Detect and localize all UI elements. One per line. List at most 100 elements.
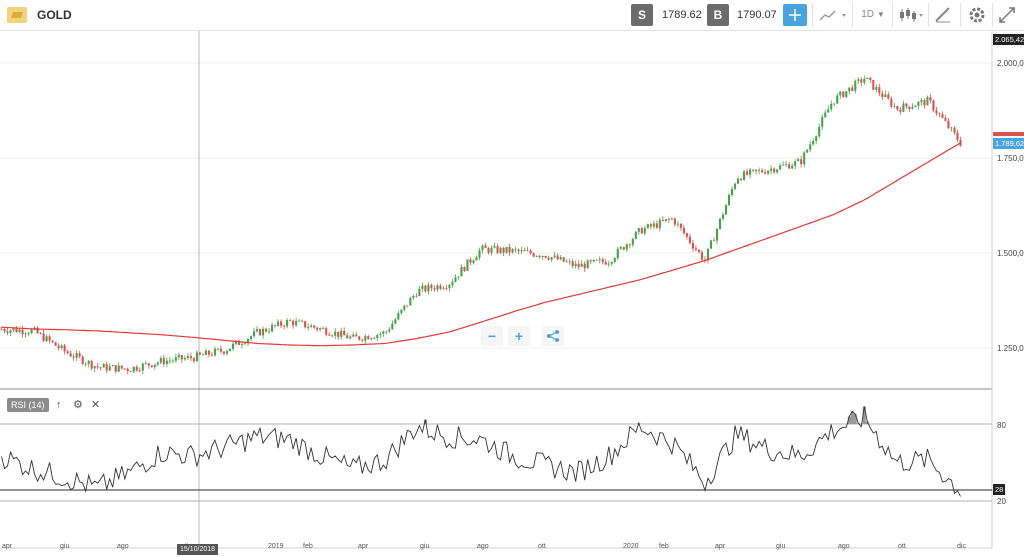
candles-button[interactable]	[896, 4, 926, 26]
candle	[337, 331, 340, 341]
candle	[875, 84, 878, 93]
high-price-badge	[993, 34, 1024, 45]
time-tick: giu	[420, 543, 429, 550]
candle	[643, 225, 646, 236]
candle	[114, 365, 117, 374]
candle	[352, 332, 355, 338]
candle	[776, 168, 779, 175]
candle	[292, 319, 295, 329]
candle	[505, 246, 508, 254]
candle	[448, 284, 451, 292]
candle	[376, 333, 379, 342]
candle	[923, 98, 926, 109]
rsi-upper-label: 80	[997, 421, 1006, 430]
candle	[920, 97, 923, 106]
fullscreen-button[interactable]	[996, 4, 1018, 26]
candle	[334, 328, 337, 340]
candle	[126, 367, 129, 375]
candle	[568, 258, 571, 265]
sell-button[interactable]: S	[631, 4, 653, 26]
time-tick: apr	[2, 543, 13, 550]
candle	[63, 343, 66, 355]
chart-type-button[interactable]	[816, 4, 850, 26]
candle	[183, 355, 186, 361]
draw-icon	[935, 7, 950, 23]
candle	[451, 279, 454, 288]
candle	[715, 227, 719, 245]
candle	[950, 126, 953, 132]
draw-button[interactable]	[932, 4, 954, 26]
candle	[499, 246, 502, 255]
candle	[812, 138, 815, 146]
share-button[interactable]	[542, 326, 564, 346]
candle	[24, 331, 27, 338]
moving-average-line	[1, 142, 961, 347]
candle	[544, 255, 547, 259]
time-tick: feb	[303, 543, 313, 550]
candle	[794, 159, 797, 170]
zoom-in-button[interactable]: +	[508, 326, 530, 346]
candle	[150, 365, 153, 368]
price-axis: 2.000,00 1.750,00 1.500,00 1.250,00 2.06…	[993, 34, 1024, 353]
candle	[712, 237, 716, 242]
candle	[917, 100, 920, 109]
candle	[328, 332, 331, 336]
candle	[670, 217, 673, 221]
crosshair-icon	[789, 9, 801, 21]
candle	[646, 223, 649, 229]
zoom-out-button[interactable]: −	[481, 326, 503, 346]
candle	[406, 305, 409, 308]
candle	[556, 253, 559, 260]
candle	[180, 354, 183, 364]
candle	[3, 327, 6, 334]
buy-button[interactable]: B	[707, 4, 729, 26]
candle	[733, 182, 737, 191]
candle	[340, 327, 343, 340]
candle	[271, 322, 274, 333]
candle	[373, 336, 376, 339]
candle	[667, 217, 670, 223]
close-icon[interactable]: ✕	[91, 399, 101, 411]
candle	[502, 246, 505, 257]
candle	[691, 239, 694, 253]
settings-button[interactable]	[966, 4, 988, 26]
time-tick: giu	[60, 543, 69, 550]
candle	[520, 246, 523, 255]
candle	[755, 169, 758, 175]
candle	[878, 83, 881, 97]
crosshair-button[interactable]	[783, 4, 807, 26]
candle	[550, 256, 553, 262]
candle	[258, 328, 262, 336]
arrow-up-icon[interactable]: ↑	[56, 399, 62, 411]
rsi-indicator-label[interactable]: RSI (14)	[7, 398, 49, 412]
candle	[469, 257, 472, 266]
candle	[222, 350, 226, 356]
candle	[99, 366, 102, 371]
candle	[511, 248, 514, 254]
candle	[466, 259, 469, 272]
candle	[255, 326, 259, 333]
candle	[857, 77, 860, 85]
candle	[770, 165, 773, 175]
candle	[872, 79, 875, 91]
time-tick: ott	[538, 543, 546, 550]
candle	[27, 331, 30, 336]
gear-icon	[969, 7, 985, 23]
candle	[331, 334, 334, 338]
candle	[475, 255, 478, 261]
candle	[216, 348, 220, 351]
rsi-axis: 80 20 28	[993, 421, 1006, 506]
candle	[730, 186, 734, 198]
candle	[418, 285, 421, 297]
candle	[655, 220, 658, 229]
candle	[84, 362, 87, 367]
gear-icon[interactable]: ⚙	[73, 399, 83, 411]
candle	[866, 77, 869, 80]
candle	[427, 282, 430, 295]
candle	[231, 342, 235, 351]
candle	[207, 349, 210, 358]
timeframe-button[interactable]: 1D ▼	[856, 4, 890, 26]
candle	[379, 332, 382, 339]
candle	[869, 76, 872, 83]
